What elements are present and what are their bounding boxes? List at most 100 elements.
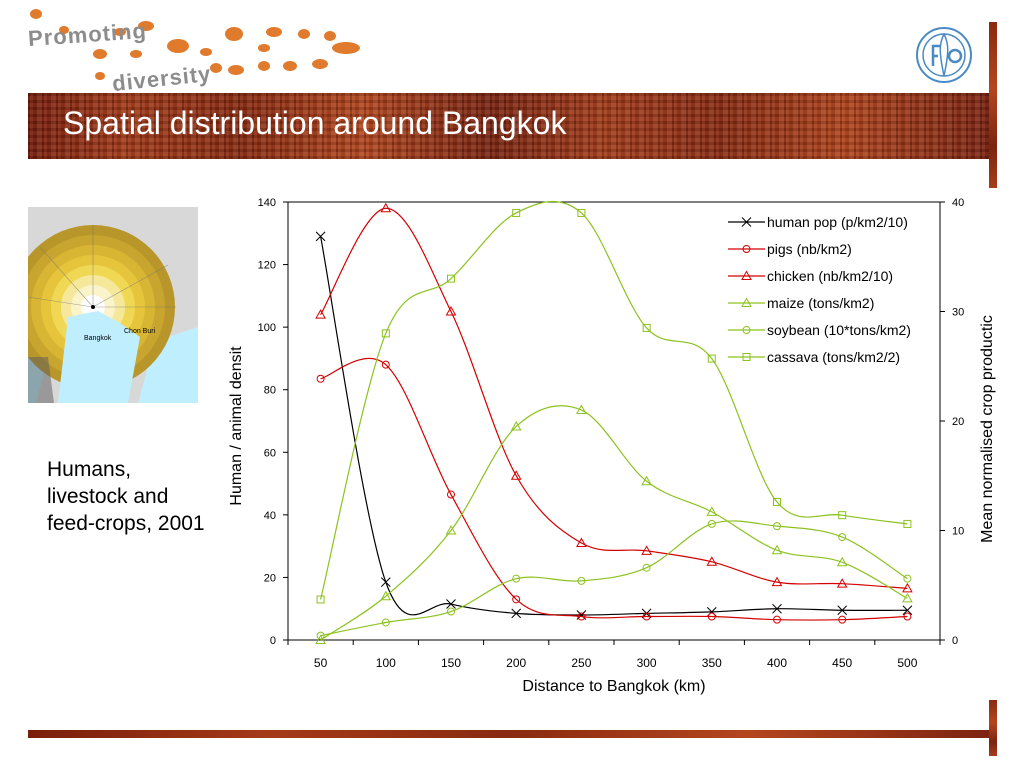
x-tick-label: 250 [571,656,591,670]
data-point-human [315,231,326,242]
x-tick-label: 350 [702,656,722,670]
data-point-chicken [380,202,392,213]
data-point-pigs [316,374,325,383]
series-line-cassava [320,200,908,600]
data-point-maize [510,420,522,431]
data-point-maize [445,524,457,535]
legend-label-cassava: cassava (tons/km2/2) [767,349,900,365]
data-point-maize [315,634,326,644]
x-tick-label: 100 [376,656,396,670]
data-point-cassava [642,323,651,332]
x-tick-label: 500 [897,656,917,670]
data-point-pigs [381,360,390,369]
series-line-chicken [320,207,908,589]
data-point-cassava [773,498,781,507]
y-tick-label: 120 [258,260,276,272]
data-point-pigs [447,490,455,499]
data-point-chicken [510,470,522,480]
map-label-bangkok: Bangkok [84,335,112,342]
data-point-soybean [642,563,651,572]
series-line-maize [320,405,908,641]
chart-axes: 0 20 40 60 80 100 120 140 0 10 20 30 40 50 100 150 200 25… [258,197,965,670]
x-tick-label: 150 [441,656,461,670]
legend-label-pigs: pigs (nb/km2) [767,241,852,257]
legend-marker-human [741,217,752,227]
data-point-pigs [773,615,781,624]
data-point-human [446,599,456,609]
data-point-human [837,605,848,616]
data-point-maize [641,475,652,486]
legend-label-maize: maize (tons/km2) [767,295,874,311]
legend-label-human: human pop (p/km2/10) [767,214,908,230]
data-point-maize [902,592,913,603]
x-tick-label: 450 [832,656,852,670]
data-point-chicken [576,537,587,548]
data-point-cassava [447,274,455,283]
x-tick-label: 50 [314,656,328,670]
series-line-human [320,236,908,616]
distance-chart: 0 20 40 60 80 100 120 140 0 10 20 30 40 50 100 150 200 25… [228,197,996,695]
data-point-cassava [707,354,716,363]
data-point-human [902,605,913,616]
legend-marker-soybean [742,326,751,334]
data-point-cassava [903,519,912,528]
x-axis-label: Distance to Bangkok (km) [522,678,705,695]
x-tick-label: 200 [506,656,526,670]
data-point-pigs [512,595,521,604]
y-tick-label: 20 [264,572,276,584]
title-banner [28,93,989,159]
y-tick-label: 80 [264,385,276,397]
y2-tick-label: 20 [952,416,964,428]
data-point-chicken [771,576,783,587]
y2-tick-label: 0 [952,635,958,647]
y-axis-label: Human / animal densit [228,346,245,506]
data-point-soybean [512,574,521,583]
x-tick-label: 400 [767,656,787,670]
chart-series [315,200,913,644]
data-point-maize [836,556,848,567]
decorative-bar-bottom [28,730,989,738]
data-point-chicken [445,305,457,316]
y-tick-label: 60 [264,447,276,459]
legend-marker-pigs [742,245,751,253]
data-point-soybean [316,631,325,640]
data-point-soybean [903,574,912,583]
series-line-pigs [320,357,908,621]
y-tick-label: 100 [258,322,276,334]
data-point-cassava [381,329,390,338]
legend-marker-cassava [742,353,751,361]
fao-emblem-icon [916,27,972,83]
data-point-soybean [577,576,586,585]
data-point-human [511,608,522,619]
map-label-chonburi: Chon Buri [124,328,156,335]
x-tick-label: 300 [637,656,657,670]
data-point-chicken [315,309,326,319]
page-title: Spatial distribution around Bangkok [63,105,567,141]
data-point-soybean [381,618,390,627]
data-point-maize [576,404,587,415]
data-point-cassava [512,208,521,217]
data-point-human [380,577,391,587]
data-point-pigs [577,612,586,621]
data-point-chicken [836,578,848,588]
y-tick-label: 40 [264,510,276,522]
promoting-diversity-logo: Promoting diversity [27,4,368,96]
series-line-soybean [320,520,908,637]
data-point-pigs [707,612,716,621]
data-point-soybean [838,533,847,542]
data-point-maize [771,544,783,555]
decorative-bar-top [989,22,997,188]
data-point-pigs [838,615,847,624]
data-point-maize [706,506,718,516]
y-tick-label: 0 [270,635,276,647]
legend-marker-maize [741,297,752,307]
data-point-cassava [577,208,586,217]
data-point-cassava [838,511,847,520]
data-point-soybean [707,519,716,528]
data-point-soybean [447,607,455,616]
bangkok-region-map: Bangkok Chon Buri [28,207,198,403]
animal-silhouettes-icon [30,9,360,80]
y2-tick-label: 30 [952,307,964,319]
data-point-soybean [773,522,781,531]
data-point-human [772,603,782,614]
